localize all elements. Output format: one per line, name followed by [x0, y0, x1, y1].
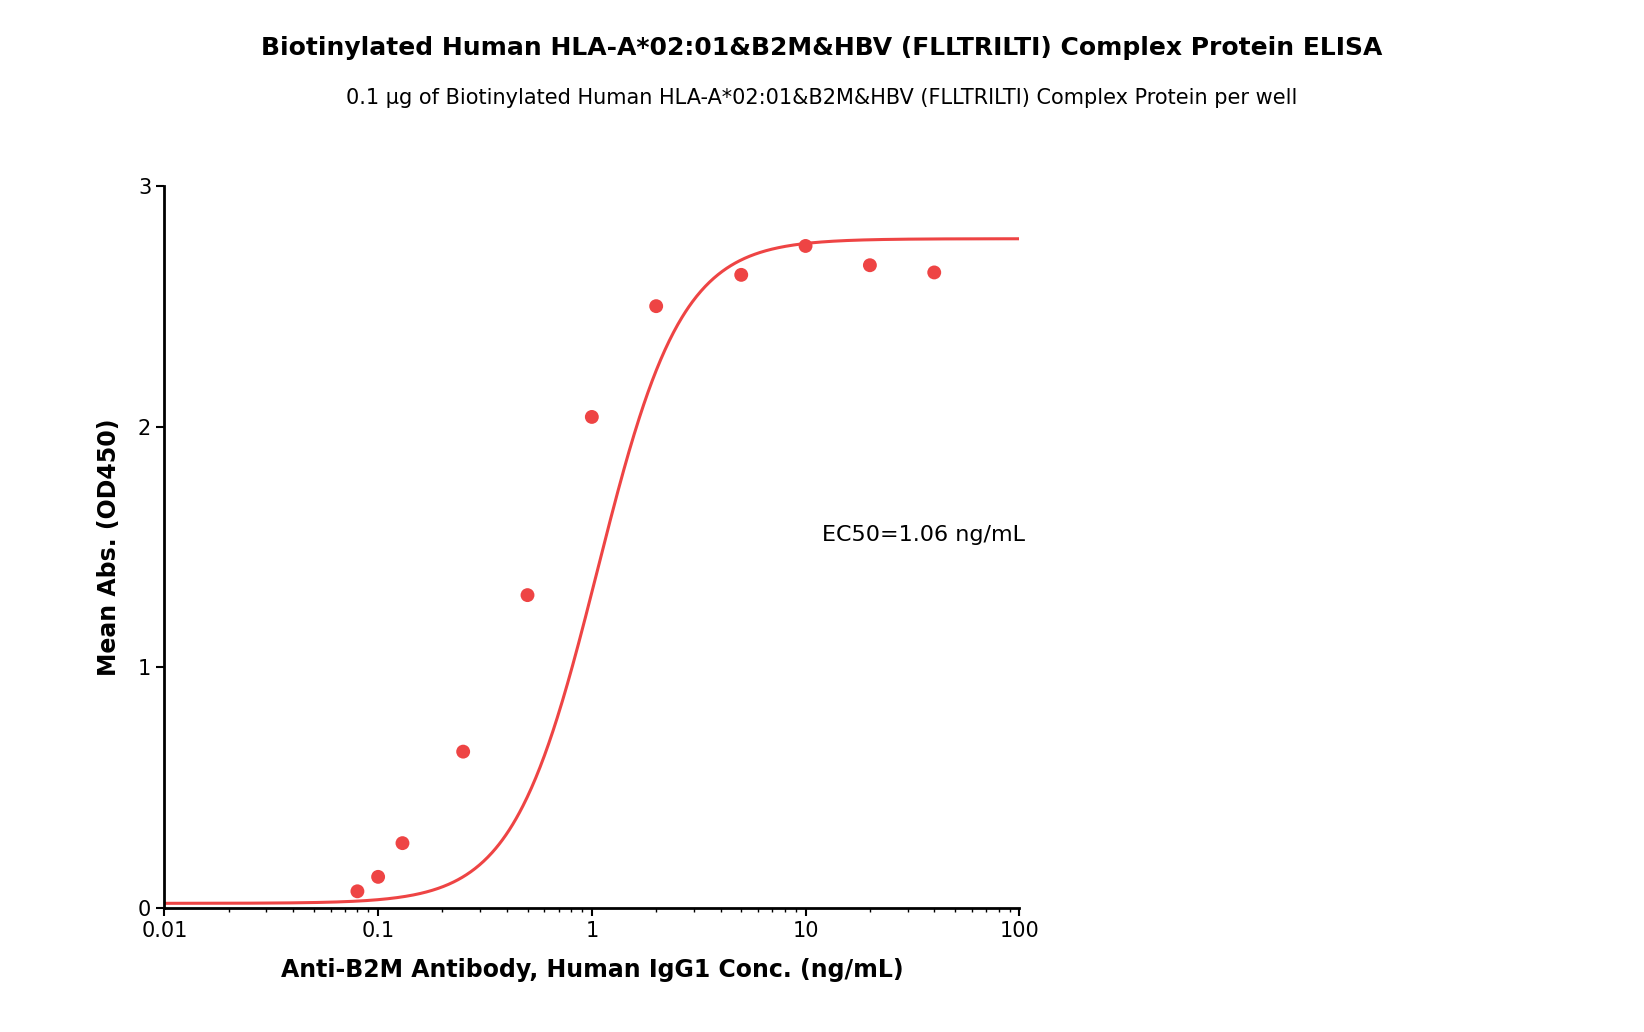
- Point: [643, 298, 669, 315]
- Y-axis label: Mean Abs. (OD450): Mean Abs. (OD450): [97, 418, 122, 676]
- Point: [515, 587, 541, 604]
- X-axis label: Anti-B2M Antibody, Human IgG1 Conc. (ng/mL): Anti-B2M Antibody, Human IgG1 Conc. (ng/…: [281, 958, 903, 982]
- Point: [365, 869, 391, 885]
- Point: [450, 743, 477, 760]
- Point: [390, 835, 416, 851]
- Point: [921, 264, 947, 281]
- Point: [579, 409, 605, 425]
- Point: [728, 266, 755, 283]
- Point: [792, 237, 819, 254]
- Text: 0.1 μg of Biotinylated Human HLA-A*02:01&B2M&HBV (FLLTRILTI) Complex Protein per: 0.1 μg of Biotinylated Human HLA-A*02:01…: [347, 88, 1297, 107]
- Point: [857, 257, 883, 273]
- Text: EC50=1.06 ng/mL: EC50=1.06 ng/mL: [822, 525, 1026, 545]
- Text: Biotinylated Human HLA-A*02:01&B2M&HBV (FLLTRILTI) Complex Protein ELISA: Biotinylated Human HLA-A*02:01&B2M&HBV (…: [261, 36, 1383, 60]
- Point: [344, 883, 370, 900]
